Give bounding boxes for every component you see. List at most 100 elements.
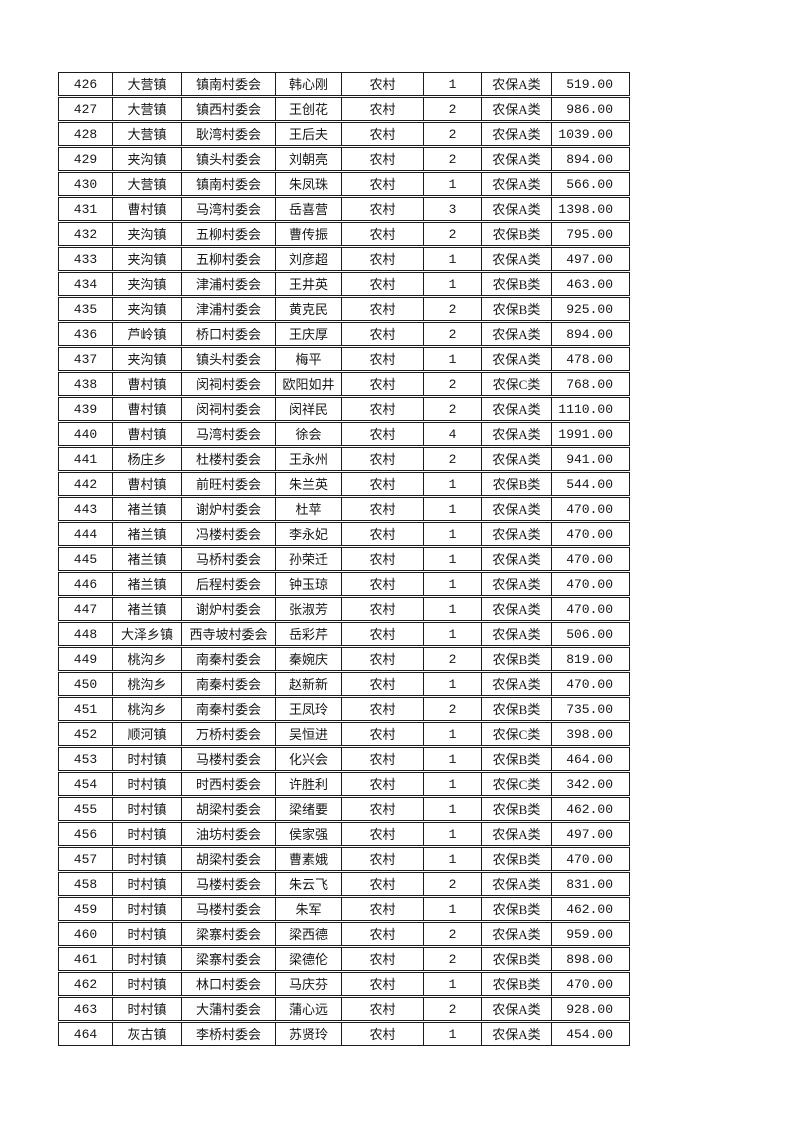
cell-village-committee: 津浦村委会 <box>181 272 276 296</box>
cell-person-name: 王庆厚 <box>275 322 342 346</box>
cell-residence-type: 农村 <box>341 747 424 771</box>
cell-town: 大营镇 <box>112 172 182 196</box>
cell-amount: 470.00 <box>551 547 630 571</box>
cell-amount: 464.00 <box>551 747 630 771</box>
cell-seq: 445 <box>58 547 113 571</box>
cell-residence-type: 农村 <box>341 197 424 221</box>
cell-residence-type: 农村 <box>341 822 424 846</box>
cell-residence-type: 农村 <box>341 922 424 946</box>
cell-insurance-category: 农保A类 <box>481 72 552 96</box>
cell-person-count: 1 <box>423 822 482 846</box>
table-row: 455 时村镇 胡梁村委会 梁绪要 农村 1 农保B类 462.00 <box>58 797 630 821</box>
cell-person-name: 刘彦超 <box>275 247 342 271</box>
cell-residence-type: 农村 <box>341 797 424 821</box>
cell-person-count: 1 <box>423 272 482 296</box>
cell-village-committee: 马桥村委会 <box>181 547 276 571</box>
cell-person-name: 欧阳如井 <box>275 372 342 396</box>
cell-amount: 398.00 <box>551 722 630 746</box>
cell-village-committee: 李桥村委会 <box>181 1022 276 1046</box>
cell-person-count: 1 <box>423 672 482 696</box>
cell-person-name: 王后夫 <box>275 122 342 146</box>
cell-village-committee: 镇头村委会 <box>181 347 276 371</box>
cell-insurance-category: 农保B类 <box>481 797 552 821</box>
cell-village-committee: 西寺坡村委会 <box>181 622 276 646</box>
cell-amount: 894.00 <box>551 147 630 171</box>
cell-village-committee: 杜楼村委会 <box>181 447 276 471</box>
cell-residence-type: 农村 <box>341 172 424 196</box>
cell-seq: 462 <box>58 972 113 996</box>
cell-amount: 1991.00 <box>551 422 630 446</box>
cell-person-name: 王井英 <box>275 272 342 296</box>
cell-residence-type: 农村 <box>341 122 424 146</box>
cell-residence-type: 农村 <box>341 572 424 596</box>
cell-village-committee: 马湾村委会 <box>181 422 276 446</box>
cell-person-count: 1 <box>423 472 482 496</box>
cell-town: 曹村镇 <box>112 197 182 221</box>
cell-insurance-category: 农保A类 <box>481 822 552 846</box>
cell-village-committee: 万桥村委会 <box>181 722 276 746</box>
cell-town: 褚兰镇 <box>112 497 182 521</box>
cell-insurance-category: 农保B类 <box>481 297 552 321</box>
cell-person-count: 2 <box>423 447 482 471</box>
cell-person-name: 张淑芳 <box>275 597 342 621</box>
cell-town: 时村镇 <box>112 872 182 896</box>
cell-amount: 454.00 <box>551 1022 630 1046</box>
table-row: 445 褚兰镇 马桥村委会 孙荣迁 农村 1 农保A类 470.00 <box>58 547 630 571</box>
cell-seq: 448 <box>58 622 113 646</box>
cell-residence-type: 农村 <box>341 722 424 746</box>
cell-amount: 470.00 <box>551 497 630 521</box>
cell-seq: 429 <box>58 147 113 171</box>
cell-amount: 566.00 <box>551 172 630 196</box>
cell-insurance-category: 农保B类 <box>481 972 552 996</box>
table-row: 461 时村镇 梁寨村委会 梁德伦 农村 2 农保B类 898.00 <box>58 947 630 971</box>
cell-town: 时村镇 <box>112 797 182 821</box>
cell-amount: 1398.00 <box>551 197 630 221</box>
cell-residence-type: 农村 <box>341 1022 424 1046</box>
cell-person-name: 孙荣迁 <box>275 547 342 571</box>
cell-person-count: 2 <box>423 947 482 971</box>
cell-town: 褚兰镇 <box>112 522 182 546</box>
cell-seq: 437 <box>58 347 113 371</box>
cell-person-name: 曹传振 <box>275 222 342 246</box>
cell-person-count: 1 <box>423 572 482 596</box>
cell-person-name: 马庆芬 <box>275 972 342 996</box>
cell-person-count: 1 <box>423 497 482 521</box>
cell-town: 时村镇 <box>112 947 182 971</box>
cell-person-count: 2 <box>423 922 482 946</box>
cell-village-committee: 后程村委会 <box>181 572 276 596</box>
cell-person-count: 2 <box>423 322 482 346</box>
cell-village-committee: 谢炉村委会 <box>181 597 276 621</box>
cell-amount: 894.00 <box>551 322 630 346</box>
cell-seq: 452 <box>58 722 113 746</box>
cell-person-count: 1 <box>423 722 482 746</box>
cell-seq: 431 <box>58 197 113 221</box>
cell-insurance-category: 农保A类 <box>481 322 552 346</box>
cell-village-committee: 梁寨村委会 <box>181 947 276 971</box>
cell-residence-type: 农村 <box>341 597 424 621</box>
cell-insurance-category: 农保A类 <box>481 1022 552 1046</box>
table-row: 444 褚兰镇 冯楼村委会 李永妃 农村 1 农保A类 470.00 <box>58 522 630 546</box>
cell-person-count: 2 <box>423 97 482 121</box>
cell-insurance-category: 农保A类 <box>481 347 552 371</box>
insurance-records-table: 426 大营镇 镇南村委会 韩心刚 农村 1 农保A类 519.00 427 大营镇 镇西村委会 王创… <box>58 72 630 1046</box>
cell-village-committee: 镇头村委会 <box>181 147 276 171</box>
cell-person-count: 1 <box>423 347 482 371</box>
cell-person-name: 梅平 <box>275 347 342 371</box>
cell-amount: 470.00 <box>551 572 630 596</box>
cell-town: 时村镇 <box>112 922 182 946</box>
cell-village-committee: 油坊村委会 <box>181 822 276 846</box>
table-row: 451 桃沟乡 南秦村委会 王凤玲 农村 2 农保B类 735.00 <box>58 697 630 721</box>
cell-person-name: 化兴会 <box>275 747 342 771</box>
cell-village-committee: 冯楼村委会 <box>181 522 276 546</box>
cell-village-committee: 五柳村委会 <box>181 222 276 246</box>
cell-insurance-category: 农保A类 <box>481 172 552 196</box>
cell-seq: 441 <box>58 447 113 471</box>
cell-person-name: 梁德伦 <box>275 947 342 971</box>
cell-town: 桃沟乡 <box>112 697 182 721</box>
cell-person-name: 朱云飞 <box>275 872 342 896</box>
cell-amount: 497.00 <box>551 822 630 846</box>
cell-insurance-category: 农保B类 <box>481 947 552 971</box>
table-row: 433 夹沟镇 五柳村委会 刘彦超 农村 1 农保A类 497.00 <box>58 247 630 271</box>
cell-residence-type: 农村 <box>341 647 424 671</box>
cell-person-name: 吴恒进 <box>275 722 342 746</box>
